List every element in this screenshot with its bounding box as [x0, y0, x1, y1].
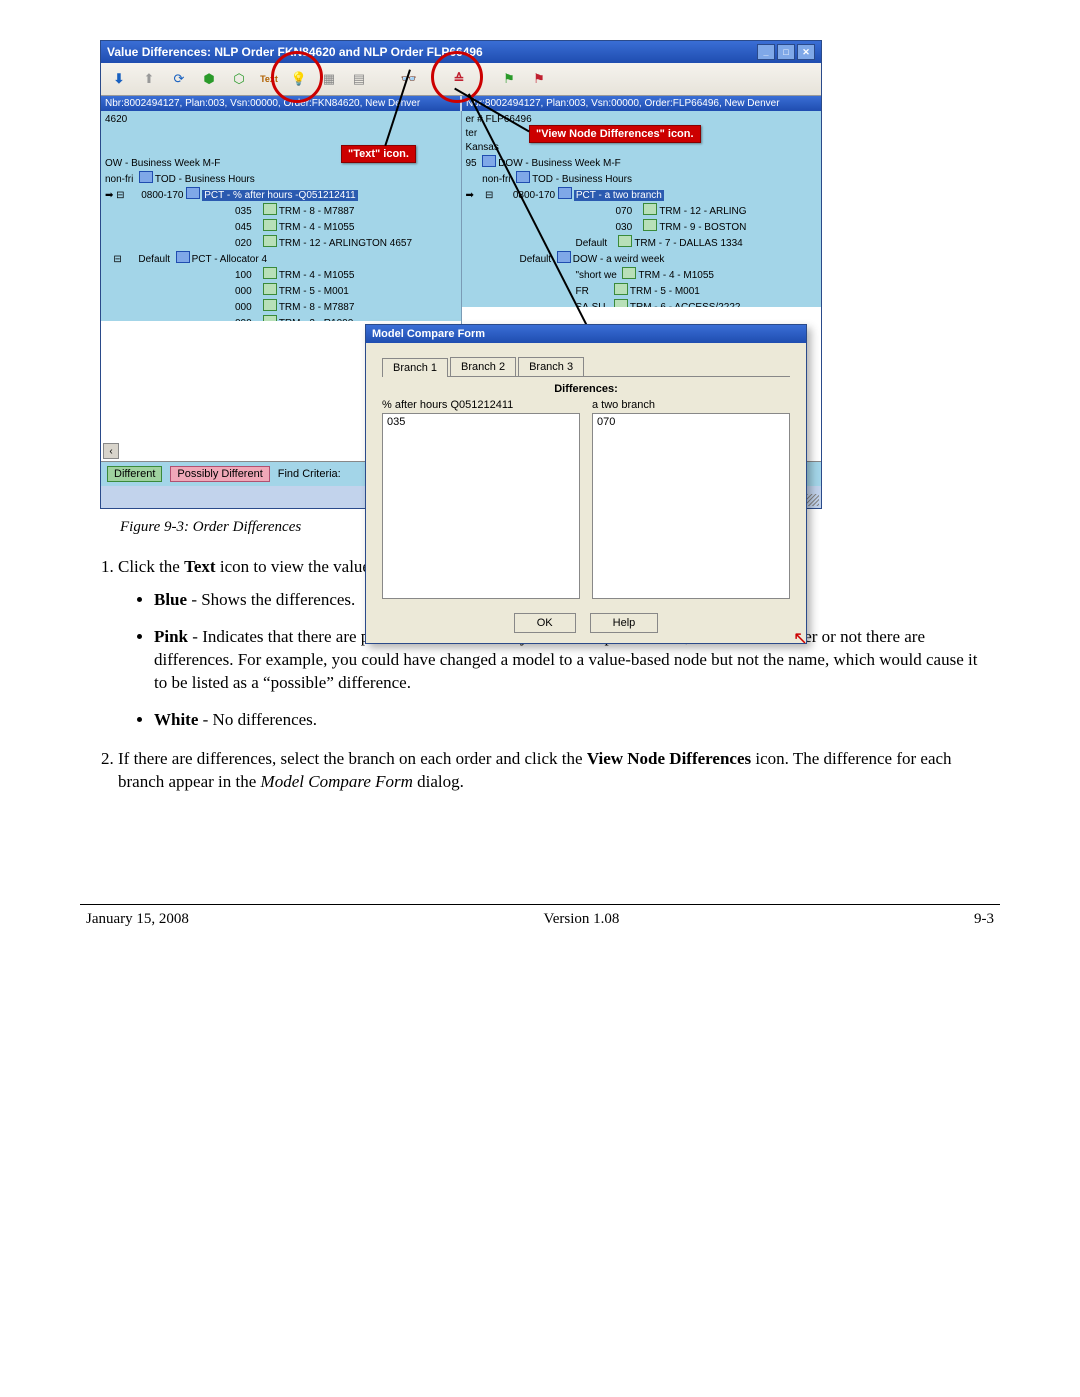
close-button[interactable]: ✕	[797, 44, 815, 60]
minimize-button[interactable]: _	[757, 44, 775, 60]
tree-collapse-icon[interactable]: ⬡	[227, 67, 251, 91]
photo-icon[interactable]: ▦	[317, 67, 341, 91]
path-left: Nbr:8002494127, Plan:003, Vsn:00000, Ord…	[101, 96, 460, 111]
find-criteria-label: Find Criteria:	[278, 468, 341, 480]
doc-icon[interactable]: ▤	[347, 67, 371, 91]
scroll-left-icon[interactable]: ‹	[103, 443, 119, 459]
step-2: If there are differences, select the bra…	[118, 748, 990, 794]
window-title: Value Differences: NLP Order FKN84620 an…	[107, 45, 483, 59]
diff-right-item[interactable]: 070	[597, 416, 785, 428]
diff-right-header: a two branch	[592, 399, 790, 411]
tab-branch3[interactable]: Branch 3	[518, 357, 584, 376]
ltree-row[interactable]: 4620	[105, 113, 459, 127]
callout-view-node: "View Node Differences" icon.	[529, 125, 701, 143]
diff-left-item[interactable]: 035	[387, 416, 575, 428]
refresh-icon[interactable]: ⟳	[167, 67, 191, 91]
path-strip: Nbr:8002494127, Plan:003, Vsn:00000, Ord…	[101, 96, 821, 111]
diff-left-header: % after hours Q051212411	[382, 399, 580, 411]
path-right: Nbr:8002494127, Plan:003, Vsn:00000, Ord…	[462, 96, 821, 111]
ltree-row[interactable]: 0800-170	[141, 190, 183, 201]
ok-button[interactable]: OK	[514, 613, 576, 633]
legend-possibly: Possibly Different	[170, 466, 269, 482]
cursor-icon: ↖	[793, 628, 808, 649]
page-footer: January 15, 2008 Version 1.08 9-3	[80, 911, 1000, 928]
tab-branch2[interactable]: Branch 2	[450, 357, 516, 376]
dialog-title: Model Compare Form	[366, 325, 806, 343]
bulb-icon[interactable]: 💡	[287, 67, 311, 91]
tree-green-icon[interactable]: ⬢	[197, 67, 221, 91]
titlebar: Value Differences: NLP Order FKN84620 an…	[101, 41, 821, 63]
model-compare-dialog: Model Compare Form Branch 1 Branch 2 Bra…	[365, 324, 807, 644]
maximize-button[interactable]: □	[777, 44, 795, 60]
flag-green-icon[interactable]: ⚑	[497, 67, 521, 91]
footer-date: January 15, 2008	[86, 911, 189, 928]
flag-red-icon[interactable]: ⚑	[527, 67, 551, 91]
bullet-white: White - No differences.	[154, 709, 990, 732]
footer-rule	[80, 904, 1000, 905]
footer-version: Version 1.08	[544, 911, 620, 928]
footer-page: 9-3	[974, 911, 994, 928]
ltree-row[interactable]: non-fri	[105, 174, 133, 185]
down-arrow-icon[interactable]: ⬇	[107, 67, 131, 91]
help-button[interactable]: Help	[590, 613, 659, 633]
differences-label: Differences:	[382, 383, 790, 395]
dialog-tabs: Branch 1 Branch 2 Branch 3	[382, 357, 790, 377]
right-tree[interactable]: er # FLP66496 ter Kansas 95 DOW - Busine…	[462, 111, 822, 351]
diff-right-list[interactable]: 070	[592, 413, 790, 599]
view-node-diff-icon[interactable]: ≙	[447, 67, 471, 91]
up-arrow-icon[interactable]: ⬆	[137, 67, 161, 91]
tree-area: 4620 OW - Business Week M-F non-fri TOD …	[101, 111, 821, 351]
text-icon[interactable]: Text	[257, 67, 281, 91]
resize-grip-icon[interactable]	[807, 494, 819, 506]
value-diff-window: Value Differences: NLP Order FKN84620 an…	[100, 40, 822, 509]
tab-branch1[interactable]: Branch 1	[382, 358, 448, 377]
legend-different: Different	[107, 466, 162, 482]
ltree-row[interactable]: OW - Business Week M-F	[105, 158, 220, 169]
diff-left-list[interactable]: 035	[382, 413, 580, 599]
callout-text-icon: "Text" icon.	[341, 145, 416, 163]
